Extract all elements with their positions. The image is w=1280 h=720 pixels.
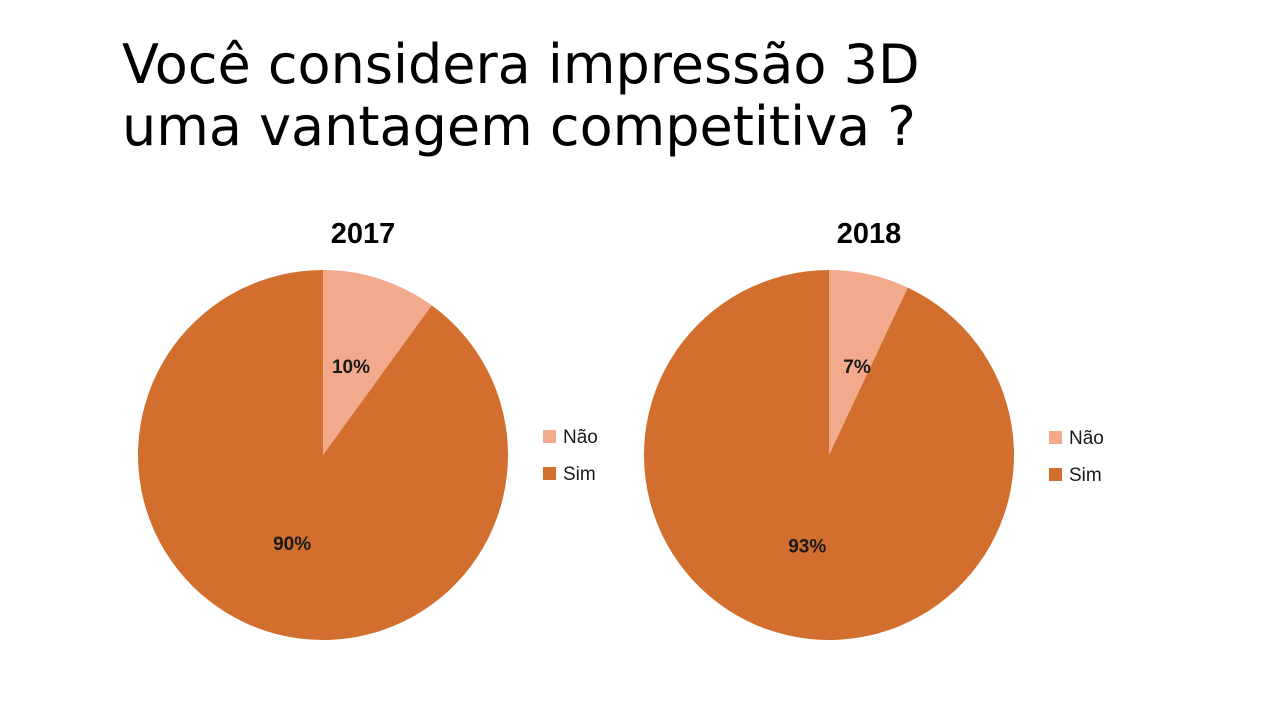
pie-slice-sim xyxy=(644,270,1014,641)
slide-title-line-1: Você considera impressão 3D xyxy=(122,33,920,96)
chart-legend: Não Sim xyxy=(1049,428,1104,486)
slide-title: Você considera impressão 3D uma vantagem… xyxy=(122,34,1122,158)
slide-title-line-2: uma vantagem competitiva ? xyxy=(122,95,916,158)
legend-label: Sim xyxy=(1069,465,1102,486)
chart-legend: Não Sim xyxy=(543,427,598,485)
pie-chart-2017: 2017 10% 90% Não Sim xyxy=(138,218,598,640)
pie-slice-n-o xyxy=(829,270,908,455)
pie-slice-n-o xyxy=(323,270,432,455)
chart-title: 2017 xyxy=(331,218,396,250)
legend-label: Sim xyxy=(563,464,596,485)
pie-slice-sim xyxy=(138,270,509,640)
legend-swatch xyxy=(1049,468,1062,481)
pie-chart-2018: 2018 7% 93% Não Sim xyxy=(644,218,1104,641)
legend-label: Não xyxy=(563,427,598,448)
legend-swatch xyxy=(543,430,556,443)
data-label: 93% xyxy=(788,536,826,557)
data-label: 90% xyxy=(273,534,311,555)
legend-swatch xyxy=(1049,431,1062,444)
data-label: 10% xyxy=(332,357,370,378)
legend-swatch xyxy=(543,467,556,480)
data-label: 7% xyxy=(843,357,871,378)
legend-label: Não xyxy=(1069,428,1104,449)
chart-title: 2018 xyxy=(837,218,902,250)
